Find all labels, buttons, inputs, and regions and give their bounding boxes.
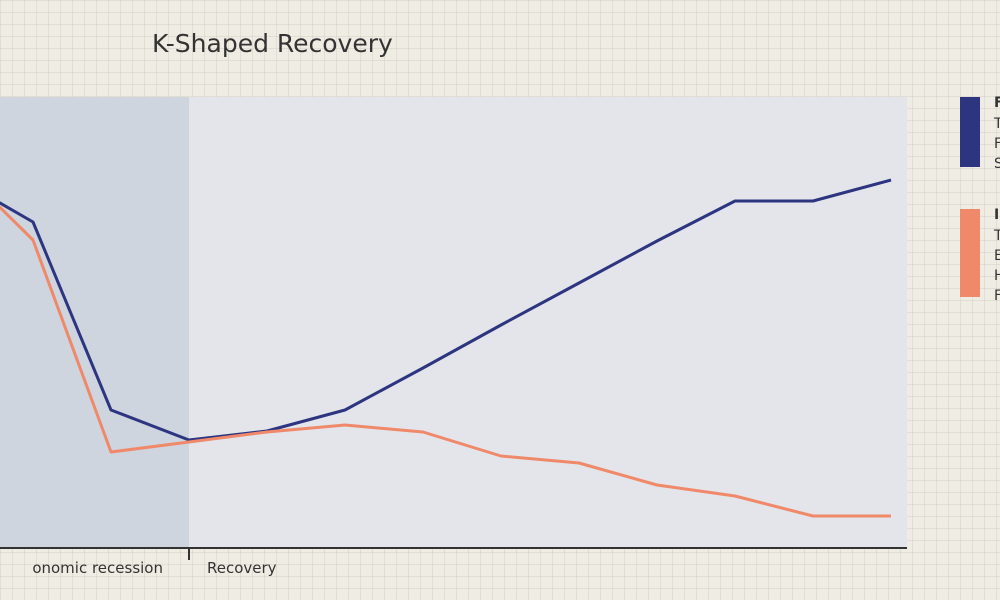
legend-text: S xyxy=(994,156,1000,172)
legend-text: H xyxy=(994,268,1000,284)
series-line xyxy=(0,205,891,518)
chart-title: K-Shaped Recovery xyxy=(152,29,393,58)
region-label: onomic recession xyxy=(32,559,163,577)
legend-text: F xyxy=(994,136,1000,152)
recession-band xyxy=(0,97,189,548)
legend-swatch xyxy=(960,97,980,167)
legend-swatch xyxy=(960,209,980,297)
legend-title: I xyxy=(994,207,999,223)
legend-text: F xyxy=(994,288,1000,304)
legend-title: F xyxy=(994,95,1000,111)
legend-text: T xyxy=(993,228,1000,244)
series-line xyxy=(0,178,892,442)
legend-text: E xyxy=(994,248,1000,264)
legend-text: T xyxy=(993,116,1000,132)
region-label: Recovery xyxy=(207,559,277,577)
